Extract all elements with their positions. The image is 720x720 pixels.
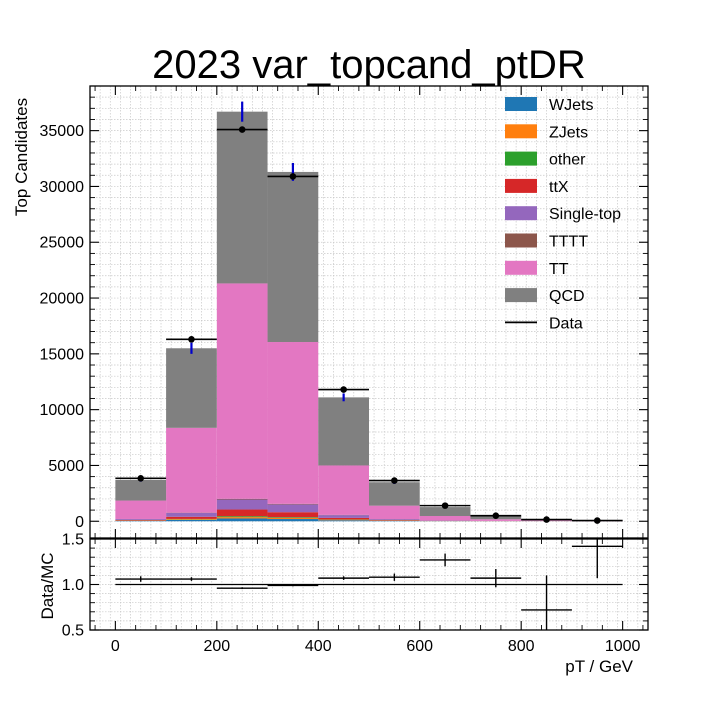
bar-tt bbox=[115, 500, 167, 519]
legend-label: other bbox=[549, 152, 586, 169]
bar-ttx bbox=[216, 509, 268, 517]
data-point bbox=[137, 474, 145, 482]
y-tick-label: 0 bbox=[75, 514, 84, 531]
data-point bbox=[238, 126, 246, 133]
data-point bbox=[441, 502, 449, 509]
legend: WJetsZJetsotherttXSingle-topTTTTTTQCDDat… bbox=[505, 97, 621, 332]
bar-single-top bbox=[369, 519, 420, 521]
bar-tt bbox=[470, 519, 522, 521]
legend-swatch-tt bbox=[505, 260, 537, 275]
ratio-points bbox=[115, 539, 623, 630]
data-point bbox=[340, 386, 347, 393]
legend-swatch-qcd bbox=[505, 288, 537, 303]
legend-label: TT bbox=[549, 261, 569, 278]
x-tick-label: 0 bbox=[111, 638, 120, 655]
y-tick-label: 15000 bbox=[40, 346, 85, 363]
legend-swatch-single-top bbox=[505, 206, 537, 221]
chart-title: 2023 var_topcand_ptDR bbox=[152, 43, 586, 87]
bar-tt bbox=[166, 427, 217, 513]
bar-qcd bbox=[267, 171, 319, 343]
ratio-y-axis-label: Data/MC bbox=[38, 552, 57, 619]
stacked-histogram bbox=[115, 111, 623, 522]
data-point bbox=[188, 336, 195, 343]
bar-ttx bbox=[318, 517, 369, 520]
bar-qcd bbox=[166, 348, 217, 428]
bar-wjets bbox=[216, 518, 268, 522]
bar-zjets bbox=[267, 517, 319, 520]
bar-wjets bbox=[318, 520, 369, 522]
x-tick-label: 400 bbox=[305, 638, 332, 655]
y-tick-label: 25000 bbox=[40, 235, 85, 252]
bar-wjets bbox=[267, 519, 319, 522]
legend-label: ZJets bbox=[549, 124, 588, 141]
data-point bbox=[543, 516, 550, 523]
bar-ttx bbox=[267, 512, 319, 518]
y-tick-label: 30000 bbox=[40, 179, 85, 196]
legend-label: Single-top bbox=[549, 206, 621, 223]
x-tick-label: 600 bbox=[406, 638, 433, 655]
bar-single-top bbox=[166, 512, 217, 517]
legend-swatch-ttx bbox=[505, 178, 537, 193]
legend-swatch-other bbox=[505, 151, 537, 166]
bar-other bbox=[216, 516, 268, 518]
bar-qcd bbox=[216, 111, 268, 284]
data-points bbox=[115, 126, 623, 524]
bar-ttx bbox=[115, 519, 167, 521]
bar-tttt bbox=[267, 503, 319, 505]
bar-zjets bbox=[166, 519, 217, 520]
bar-tt bbox=[318, 465, 369, 515]
ratio-y-tick-label: 1.0 bbox=[62, 577, 84, 594]
data-point bbox=[492, 512, 500, 519]
data-point bbox=[289, 173, 297, 180]
bar-wjets bbox=[166, 519, 217, 522]
data-point bbox=[593, 517, 601, 524]
legend-label: QCD bbox=[549, 288, 585, 305]
x-tick-label: 800 bbox=[508, 638, 535, 655]
legend-swatch-zjets bbox=[505, 124, 537, 139]
ratio-axes: 0.5 1.0 1.5 0 200 400 600 800 1000 bbox=[62, 532, 649, 655]
bar-tt bbox=[216, 283, 268, 499]
main-axes: 0 5000 10000 15000 20000 25000 30000 35000 bbox=[40, 85, 649, 539]
bar-qcd bbox=[419, 507, 471, 517]
y-tick-label: 5000 bbox=[48, 458, 84, 475]
bar-single-top bbox=[318, 515, 369, 518]
y-tick-label: 10000 bbox=[40, 402, 85, 419]
bar-single-top bbox=[267, 504, 319, 513]
bar-tt bbox=[267, 342, 319, 504]
bar-single-top bbox=[115, 519, 167, 520]
legend-swatch-wjets bbox=[505, 97, 537, 111]
x-tick-label: 1000 bbox=[605, 638, 641, 655]
main-y-axis-label: Top Candidates bbox=[12, 98, 31, 216]
bar-qcd bbox=[115, 479, 167, 501]
legend-label: WJets bbox=[549, 97, 593, 114]
x-axis-label: pT / GeV bbox=[565, 657, 633, 676]
bar-qcd bbox=[369, 482, 420, 506]
bar-zjets bbox=[318, 519, 369, 521]
bar-tttt bbox=[216, 498, 268, 500]
bar-qcd bbox=[318, 397, 369, 466]
bar-single-top bbox=[216, 499, 268, 510]
y-tick-label: 20000 bbox=[40, 291, 85, 308]
data-point bbox=[391, 477, 398, 484]
legend-label: ttX bbox=[549, 179, 569, 196]
bar-zjets bbox=[216, 517, 268, 519]
y-tick-label: 35000 bbox=[40, 123, 85, 140]
ratio-y-tick-label: 1.5 bbox=[62, 532, 84, 549]
legend-label: TTTT bbox=[549, 234, 588, 251]
bar-tt bbox=[419, 516, 471, 521]
legend-label: Data bbox=[549, 315, 583, 332]
bar-tt bbox=[369, 505, 420, 520]
x-tick-label: 200 bbox=[203, 638, 230, 655]
legend-swatch-tttt bbox=[505, 233, 537, 248]
bar-other bbox=[267, 517, 319, 518]
bar-ttx bbox=[166, 516, 217, 519]
ratio-y-tick-label: 0.5 bbox=[62, 623, 84, 640]
main-axes-frame bbox=[89, 85, 649, 539]
